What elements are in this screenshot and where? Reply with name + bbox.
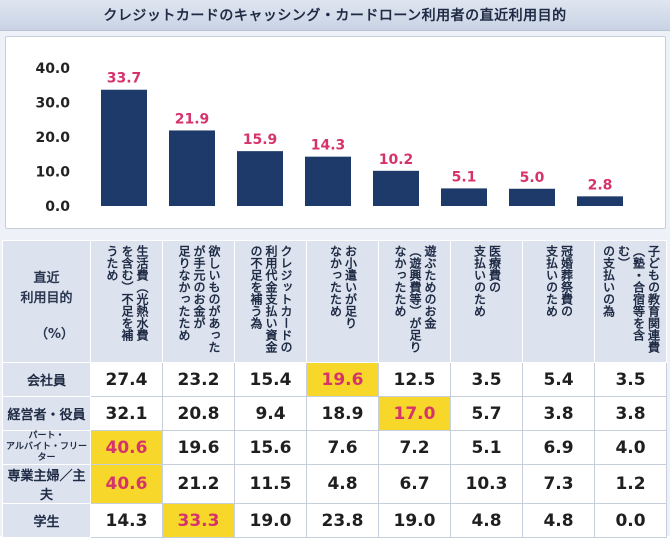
bar-value-label: 15.9 — [243, 132, 278, 148]
value-cell: 19.0 — [234, 503, 307, 538]
value-cell: 5.7 — [450, 396, 523, 431]
value-cell: 21.2 — [162, 464, 235, 504]
row-label: 専業主婦／主夫 — [2, 464, 91, 504]
value-cell: 23.2 — [162, 362, 235, 397]
column-header-label: 医療費の 支払いのため — [472, 245, 502, 317]
breakdown-table-wrap: 直近 利用目的 （%） 生活費（光熱水費 を含む）不足を補 うため 欲しいものがあ… — [2, 240, 667, 538]
highlighted-value-cell: 33.3 — [162, 503, 235, 538]
y-tick-label: 10.0 — [35, 165, 70, 181]
value-cell: 6.7 — [378, 464, 451, 504]
bar-value-label: 21.9 — [175, 111, 210, 127]
column-header: 生活費（光熱水費 を含む）不足を補 うため — [90, 240, 163, 363]
value-cell: 3.5 — [594, 362, 667, 397]
value-cell: 7.3 — [522, 464, 595, 504]
value-cell: 11.5 — [234, 464, 307, 504]
bar — [237, 151, 283, 206]
highlighted-value-cell: 17.0 — [378, 396, 451, 431]
value-cell: 4.8 — [450, 503, 523, 538]
value-cell: 3.8 — [594, 396, 667, 431]
column-header-label: 生活費（光熱水費 を含む）不足を補 うため — [105, 245, 149, 341]
table-corner-cell: 直近 利用目的 （%） — [2, 240, 91, 363]
column-header-label: 遊ぶためのお金 （遊興費等）が足り なかったため — [393, 245, 437, 353]
corner-title-line1: 直近 — [33, 271, 60, 286]
value-cell: 23.8 — [306, 503, 379, 538]
table-row: 会社員 27.4 23.2 15.4 19.6 12.5 3.5 5.4 3.5 — [2, 362, 667, 397]
highlighted-value-cell: 40.6 — [90, 430, 163, 465]
bar — [305, 156, 351, 206]
page-title: クレジットカードのキャッシング・カードローン利用者の直近利用目的 — [0, 0, 670, 31]
bar-chart: 0.0 10.0 20.0 30.0 40.0 33.7 21.9 15.9 14.3 10.2 5… — [35, 61, 623, 215]
bar — [101, 89, 147, 206]
value-cell: 1.2 — [594, 464, 667, 504]
bar — [441, 188, 487, 206]
row-label: 学生 — [2, 503, 91, 538]
column-header-label: 子どもの教育関連費 （塾・合宿等を含む） の支払いの為 — [601, 245, 661, 353]
table-row: 学生 14.3 33.3 19.0 23.8 19.0 4.8 4.8 0.0 — [2, 503, 667, 538]
column-header-label: クレジットカードの 利用代金支払い資金 の不足を補う為 — [249, 245, 293, 353]
bar-chart-panel: 0.0 10.0 20.0 30.0 40.0 33.7 21.9 15.9 14.3 10.2 5… — [5, 36, 666, 229]
value-cell: 15.4 — [234, 362, 307, 397]
bar — [169, 130, 215, 206]
corner-unit: （%） — [34, 327, 74, 342]
value-cell: 10.3 — [450, 464, 523, 504]
bar-value-label: 33.7 — [107, 71, 142, 87]
highlighted-value-cell: 40.6 — [90, 464, 163, 504]
highlighted-value-cell: 19.6 — [306, 362, 379, 397]
value-cell: 4.8 — [522, 503, 595, 538]
y-tick-label: 40.0 — [35, 61, 70, 77]
value-cell: 6.9 — [522, 430, 595, 465]
bar — [373, 170, 419, 206]
column-header: クレジットカードの 利用代金支払い資金 の不足を補う為 — [234, 240, 307, 363]
bar-value-label: 5.0 — [520, 170, 545, 186]
table-body: 会社員 27.4 23.2 15.4 19.6 12.5 3.5 5.4 3.5 経営者・役員 32… — [2, 362, 667, 538]
column-header: 子どもの教育関連費 （塾・合宿等を含む） の支払いの為 — [594, 240, 667, 363]
bar-value-label: 5.1 — [452, 169, 477, 185]
row-label: 経営者・役員 — [2, 396, 91, 431]
value-cell: 18.9 — [306, 396, 379, 431]
column-header-label: お小遣いが足り なかったため — [328, 245, 358, 329]
column-header: 冠婚葬祭費の 支払いのため — [522, 240, 595, 363]
value-cell: 9.4 — [234, 396, 307, 431]
value-cell: 12.5 — [378, 362, 451, 397]
column-header-label: 冠婚葬祭費の 支払いのため — [544, 245, 574, 317]
bar — [577, 196, 623, 206]
corner-title-line2: 利用目的 — [20, 291, 73, 306]
value-cell: 7.6 — [306, 430, 379, 465]
table-row: 経営者・役員 32.1 20.8 9.4 18.9 17.0 5.7 3.8 3.8 — [2, 396, 667, 431]
value-cell: 3.8 — [522, 396, 595, 431]
value-cell: 4.8 — [306, 464, 379, 504]
value-cell: 5.4 — [522, 362, 595, 397]
bar — [509, 188, 555, 206]
bar-value-label: 2.8 — [588, 177, 613, 193]
column-header: お小遣いが足り なかったため — [306, 240, 379, 363]
column-header-label: 欲しいものがあった が手元のお金が 足りなかったため — [177, 245, 221, 353]
value-cell: 20.8 — [162, 396, 235, 431]
value-cell: 19.0 — [378, 503, 451, 538]
bar-value-label: 14.3 — [311, 138, 346, 154]
breakdown-table: 直近 利用目的 （%） 生活費（光熱水費 を含む）不足を補 うため 欲しいものがあ… — [2, 240, 667, 538]
column-header: 欲しいものがあった が手元のお金が 足りなかったため — [162, 240, 235, 363]
table-row: パート・ アルバイト・フリーター 40.6 19.6 15.6 7.6 7.2 5.1 6.9… — [2, 430, 667, 465]
value-cell: 27.4 — [90, 362, 163, 397]
value-cell: 32.1 — [90, 396, 163, 431]
value-cell: 15.6 — [234, 430, 307, 465]
y-tick-label: 30.0 — [35, 96, 70, 112]
value-cell: 5.1 — [450, 430, 523, 465]
table-header-row: 直近 利用目的 （%） 生活費（光熱水費 を含む）不足を補 うため 欲しいものがあ… — [2, 240, 667, 363]
value-cell: 3.5 — [450, 362, 523, 397]
value-cell: 7.2 — [378, 430, 451, 465]
value-cell: 4.0 — [594, 430, 667, 465]
value-cell: 19.6 — [162, 430, 235, 465]
y-tick-label: 0.0 — [45, 199, 70, 215]
y-tick-label: 20.0 — [35, 130, 70, 146]
bar-value-label: 10.2 — [379, 152, 414, 168]
column-header: 遊ぶためのお金 （遊興費等）が足り なかったため — [378, 240, 451, 363]
row-label: パート・ アルバイト・フリーター — [2, 430, 91, 465]
column-header: 医療費の 支払いのため — [450, 240, 523, 363]
row-label: 会社員 — [2, 362, 91, 397]
table-row: 専業主婦／主夫 40.6 21.2 11.5 4.8 6.7 10.3 7.3 1.2 — [2, 464, 667, 504]
value-cell: 0.0 — [594, 503, 667, 538]
value-cell: 14.3 — [90, 503, 163, 538]
